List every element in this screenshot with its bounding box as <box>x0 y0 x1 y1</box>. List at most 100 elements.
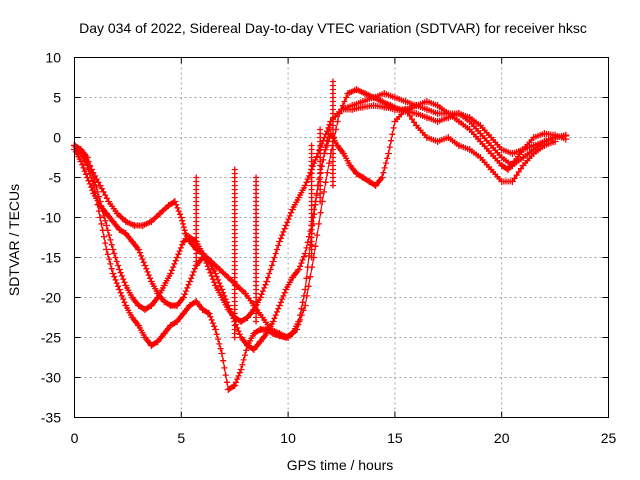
data-point-marker <box>102 192 109 199</box>
data-point-marker <box>96 182 104 189</box>
data-point-marker <box>99 227 106 234</box>
series-line <box>74 88 567 339</box>
data-point-marker <box>378 174 386 181</box>
data-point-marker <box>268 262 275 269</box>
data-point-marker <box>100 188 107 195</box>
data-point-marker <box>277 235 284 242</box>
spike-marker <box>193 174 200 181</box>
data-point-marker <box>372 182 380 189</box>
data-point-marker <box>205 310 213 317</box>
data-point-marker <box>220 357 227 364</box>
data-point-marker <box>92 179 99 186</box>
data-point-marker <box>301 182 309 189</box>
data-point-marker <box>147 302 155 309</box>
data-point-marker <box>277 299 284 306</box>
data-point-marker <box>236 369 243 376</box>
data-point-marker <box>244 314 252 321</box>
data-point-marker <box>261 284 268 291</box>
data-point-marker <box>102 240 109 247</box>
data-point-marker <box>177 244 184 251</box>
x-tick-label: 0 <box>71 430 79 446</box>
data-point-marker <box>388 137 395 144</box>
data-point-marker <box>276 238 284 245</box>
data-point-marker <box>286 212 293 219</box>
y-tick-label: 5 <box>53 90 61 106</box>
data-point-marker <box>322 179 329 186</box>
y-tick-label: -15 <box>41 250 61 266</box>
data-point-marker <box>90 174 98 181</box>
data-point-marker <box>231 382 239 389</box>
data-point-marker <box>173 318 181 325</box>
data-point-marker <box>93 184 100 191</box>
data-point-marker <box>191 265 198 272</box>
data-point-marker <box>118 272 125 279</box>
data-point-marker <box>117 289 124 296</box>
data-point-marker <box>217 345 224 352</box>
data-point-marker <box>216 340 223 347</box>
data-point-marker <box>111 273 118 280</box>
data-point-marker <box>322 131 329 138</box>
data-point-marker <box>174 204 181 211</box>
data-point-marker <box>192 298 200 305</box>
data-point-marker <box>235 372 242 379</box>
data-point-marker <box>120 276 127 283</box>
x-tick-label: 25 <box>601 430 617 446</box>
data-point-marker <box>128 238 136 245</box>
data-point-marker <box>390 124 397 131</box>
data-point-marker <box>224 306 232 313</box>
data-point-marker <box>182 230 190 237</box>
data-point-marker <box>273 308 280 315</box>
data-point-marker <box>121 279 128 286</box>
data-point-marker <box>122 230 130 237</box>
data-point-marker <box>301 302 309 309</box>
data-point-marker <box>288 209 295 216</box>
data-point-marker <box>141 262 149 269</box>
data-point-marker <box>180 224 187 231</box>
spike-marks <box>231 166 238 341</box>
data-point-marker <box>297 263 304 270</box>
data-point-marker <box>171 198 179 205</box>
data-point-marker <box>281 289 288 296</box>
data-point-marker <box>175 208 182 215</box>
plot-frame <box>74 57 609 418</box>
y-tick-label: -10 <box>41 210 61 226</box>
data-point-marker <box>128 294 136 301</box>
data-point-marker <box>288 274 296 281</box>
data-point-marker <box>237 334 245 341</box>
data-point-marker <box>209 276 216 283</box>
data-point-marker <box>213 273 220 280</box>
data-point-marker <box>102 217 109 224</box>
data-point-marker <box>346 162 354 169</box>
data-point-marker <box>234 376 241 383</box>
data-point-marker <box>326 160 333 167</box>
y-tick-label: -25 <box>41 330 61 346</box>
data-point-marker <box>267 266 274 273</box>
data-point-marker <box>103 222 111 229</box>
data-point-marker <box>89 187 96 194</box>
data-point-marker <box>80 164 87 171</box>
data-point-marker <box>109 270 117 277</box>
data-point-marker <box>386 144 393 151</box>
data-point-marker <box>188 275 195 282</box>
data-point-marker <box>140 259 147 266</box>
data-point-marker <box>513 172 520 179</box>
data-point-marker <box>313 153 320 160</box>
y-tick-label: -5 <box>49 170 62 186</box>
spike-marker <box>231 166 238 173</box>
data-point-marker <box>218 350 226 357</box>
data-point-marker <box>207 313 214 320</box>
data-point-marker <box>77 158 85 165</box>
data-point-marker <box>259 288 266 295</box>
series-track-4 <box>71 90 570 325</box>
data-point-marker <box>177 211 184 218</box>
data-point-marker <box>139 256 146 263</box>
y-axis-label: SDTVAR / TECUs <box>6 184 22 296</box>
data-point-marker <box>113 258 120 265</box>
data-point-marker <box>204 263 211 270</box>
data-point-marker <box>85 158 92 165</box>
data-point-marker <box>266 270 273 277</box>
data-point-marker <box>107 236 114 243</box>
data-point-marker <box>177 214 185 221</box>
data-point-marker <box>315 220 322 227</box>
data-point-marker <box>170 264 177 271</box>
